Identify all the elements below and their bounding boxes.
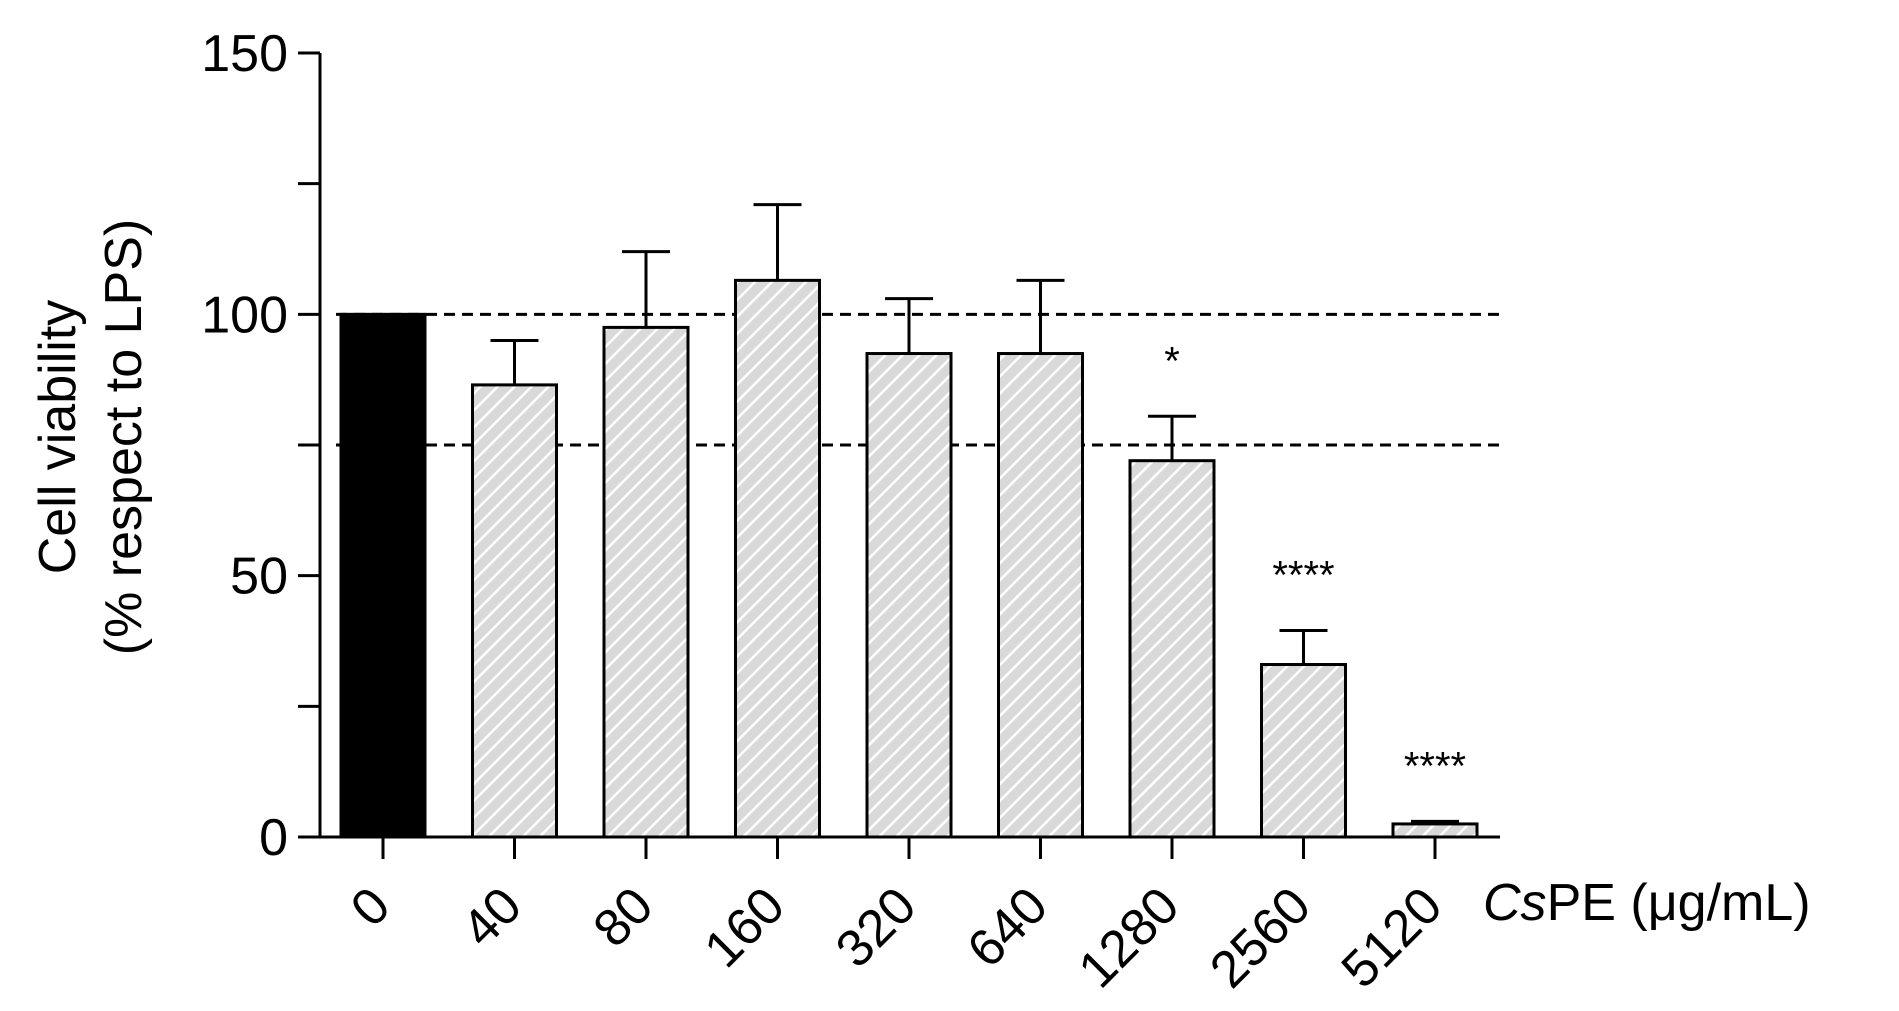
- x-axis-label-rest: PE (μg/mL): [1547, 874, 1811, 932]
- bar: [1128, 459, 1216, 839]
- x-tick-label: 40: [451, 876, 533, 958]
- y-tick-label: 100: [201, 286, 288, 344]
- significance-marker: ****: [1272, 554, 1334, 598]
- bar: [339, 312, 427, 839]
- x-tick-label: 320: [825, 876, 927, 978]
- y-axis-label-line-2: (% respect to LPS): [95, 219, 153, 655]
- y-axis-label: Cell viability (% respect to LPS): [29, 219, 153, 655]
- y-tick-label: 50: [230, 548, 288, 606]
- significance-marker: *: [1164, 339, 1180, 383]
- significance-marker: ****: [1404, 744, 1466, 788]
- x-tick-label: 2560: [1199, 876, 1322, 999]
- x-tick-label: 640: [957, 876, 1059, 978]
- x-tick-label: 80: [583, 876, 665, 958]
- bar: [865, 352, 953, 839]
- bar: [1391, 822, 1479, 839]
- x-axis-label: CsPE (μg/mL): [1483, 874, 1811, 932]
- y-tick-label: 150: [201, 25, 288, 83]
- bar: [734, 278, 821, 839]
- y-axis-ticks: 0 50 100 150: [201, 25, 320, 867]
- bar: [602, 325, 690, 839]
- x-tick-label: 0: [340, 876, 401, 937]
- bar: [471, 383, 558, 839]
- y-axis-label-line-1: Cell viability: [29, 300, 87, 575]
- bars: [339, 278, 1479, 839]
- x-tick-label: 1280: [1068, 876, 1191, 999]
- significance-markers: *********: [1164, 339, 1466, 788]
- x-axis-ticks: 0 40 80 160 320 640 1280 2560 5120: [340, 837, 1453, 999]
- bar: [1260, 663, 1347, 839]
- y-tick-label: 0: [259, 809, 288, 867]
- error-bars: [490, 203, 1459, 824]
- x-tick-label: 160: [694, 876, 796, 978]
- x-axis-label-italic: Cs: [1483, 874, 1547, 932]
- x-tick-label: 5120: [1331, 876, 1454, 999]
- bar: [997, 352, 1084, 839]
